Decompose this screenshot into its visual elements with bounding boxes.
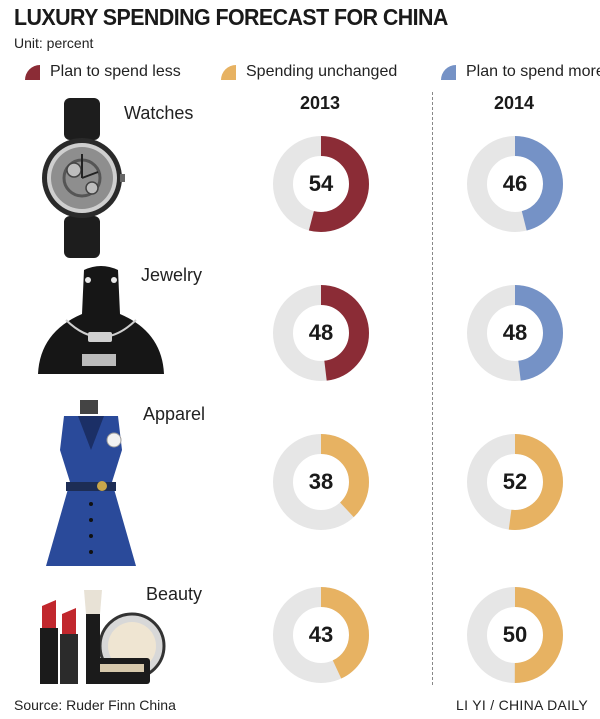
- category-label-beauty: Beauty: [146, 584, 203, 604]
- donut-beauty-2014: [467, 587, 563, 683]
- donut-value-watches-2013: 54: [308, 171, 334, 196]
- legend-item-less: Plan to spend less: [22, 62, 181, 82]
- legend-item-more: Plan to spend more: [438, 62, 600, 82]
- donut-value-jewelry-2013: 48: [308, 320, 334, 345]
- unit-label: Unit: percent: [14, 35, 94, 51]
- donut-arc-beauty-2014: [467, 587, 563, 683]
- legend-label-more: Plan to spend more: [466, 63, 600, 80]
- donut-arc-watches-2013: [273, 136, 369, 232]
- donut-jewelry-2014: [467, 285, 563, 381]
- donut-beauty-2013: [273, 587, 369, 683]
- legend-label-less: Plan to spend less: [50, 63, 181, 80]
- watch-icon: [42, 98, 125, 258]
- year-label-2013: 2013: [299, 93, 341, 113]
- donut-value-beauty-2014: 50: [502, 622, 528, 647]
- donut-value-beauty-2013: 43: [308, 622, 334, 647]
- legend-label-unchanged: Spending unchanged: [246, 63, 398, 80]
- donut-watches-2013: [273, 136, 369, 232]
- category-label-jewelry: Jewelry: [141, 265, 203, 285]
- donut-arc-jewelry-2013: [273, 285, 369, 381]
- donut-value-jewelry-2014: 48: [502, 320, 528, 345]
- donut-arc-watches-2014: [467, 136, 563, 232]
- donut-apparel-2014: [467, 434, 563, 530]
- donut-arc-jewelry-2014: [467, 285, 563, 381]
- donut-arc-beauty-2013: [273, 587, 369, 683]
- legend-item-unchanged: Spending unchanged: [218, 62, 397, 82]
- donut-arc-apparel-2013: [273, 434, 369, 530]
- legend-swatch-more-icon: [441, 65, 456, 80]
- year-label-2014: 2014: [493, 93, 535, 113]
- apparel-dress-icon: [46, 400, 136, 566]
- credit-note: LI YI / CHINA DAILY: [455, 697, 588, 713]
- donut-arc-apparel-2014: [467, 434, 563, 530]
- beauty-cosmetics-icon: [40, 590, 166, 684]
- legend-swatch-less-icon: [25, 65, 40, 80]
- donut-watches-2014: [467, 136, 563, 232]
- donut-value-apparel-2014: 52: [502, 469, 528, 494]
- column-divider: [432, 92, 433, 685]
- chart-title: LUXURY SPENDING FORECAST FOR CHINA: [14, 4, 448, 30]
- category-label-watches: Watches: [124, 103, 194, 123]
- jewelry-bust-icon: [38, 266, 164, 374]
- donut-value-apparel-2013: 38: [308, 469, 334, 494]
- source-note: Source: Ruder Finn China: [14, 697, 176, 713]
- donut-apparel-2013: [273, 434, 369, 530]
- legend-swatch-unchanged-icon: [221, 65, 236, 80]
- donut-value-watches-2014: 46: [502, 171, 528, 196]
- donut-jewelry-2013: [273, 285, 369, 381]
- category-label-apparel: Apparel: [143, 404, 206, 424]
